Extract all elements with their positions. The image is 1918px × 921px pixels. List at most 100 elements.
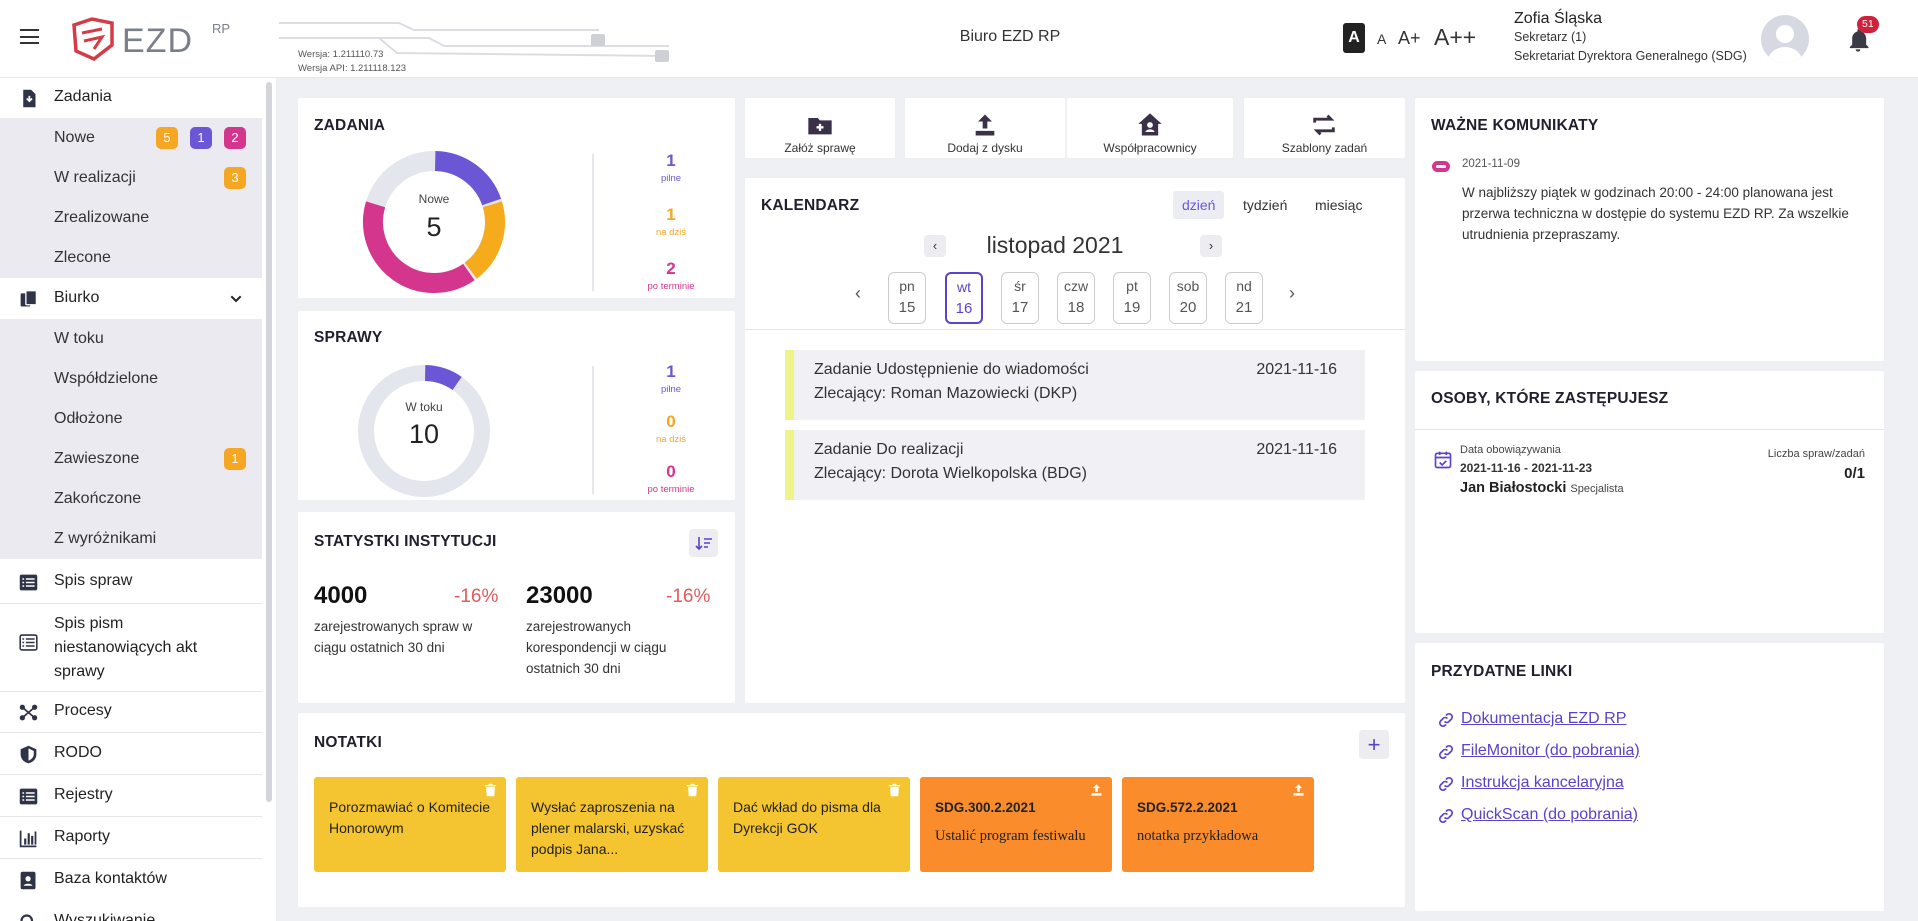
day-name: wt bbox=[957, 279, 971, 295]
prev-month-button[interactable]: ‹ bbox=[924, 235, 946, 257]
note-card[interactable]: Wysłać zaproszenia na plener malarski, u… bbox=[516, 777, 708, 872]
link-icon bbox=[1439, 809, 1453, 823]
add-note-button[interactable]: + bbox=[1359, 730, 1389, 759]
next-month-button[interactable]: › bbox=[1200, 235, 1222, 257]
stat-po-terminie-value[interactable]: 2 bbox=[666, 259, 676, 278]
prev-week-icon[interactable]: ‹ bbox=[855, 283, 861, 303]
case-count: 0/1 bbox=[1844, 465, 1865, 482]
note-card[interactable]: Dać wkład do pisma dla Dyrekcji GOK bbox=[718, 777, 910, 872]
divider bbox=[0, 858, 262, 859]
hamburger-icon[interactable] bbox=[20, 29, 39, 44]
tab-dzien[interactable]: dzień bbox=[1173, 191, 1225, 219]
sidebar-item-zakonczone[interactable]: Zakończone bbox=[0, 479, 262, 519]
divider bbox=[1415, 429, 1884, 430]
sidebar-item-zadania[interactable]: Zadania bbox=[0, 78, 262, 118]
szablony-zadan-button[interactable]: Szablony zadań bbox=[1244, 98, 1405, 158]
note-card[interactable]: SDG.300.2.2021 Ustalić program festiwalu bbox=[920, 777, 1112, 872]
font-size-large[interactable]: A+ bbox=[1398, 28, 1421, 48]
tab-miesiac[interactable]: miesiąc bbox=[1315, 197, 1363, 213]
sidebar-scrollbar[interactable] bbox=[266, 82, 272, 802]
chevron-left-icon: ‹ bbox=[932, 238, 938, 253]
sidebar-label: Z wyróżnikami bbox=[54, 530, 157, 547]
day-number: 17 bbox=[1011, 299, 1029, 316]
sidebar-item-rejestry[interactable]: Rejestry bbox=[0, 776, 262, 816]
wspolpracownicy-button[interactable]: Współpracownicy bbox=[1067, 98, 1233, 158]
sidebar-item-rodo[interactable]: RODO bbox=[0, 734, 262, 774]
sidebar-item-z-wyroznikami[interactable]: Z wyróżnikami bbox=[0, 519, 262, 559]
user-info[interactable]: Zofia Śląska Sekretarz (1) Sekretariat D… bbox=[1514, 9, 1747, 66]
day-nd[interactable]: nd 21 bbox=[1225, 272, 1263, 324]
tasks-download-icon bbox=[23, 89, 36, 108]
note-card[interactable]: SDG.572.2.2021 notatka przykładowa bbox=[1122, 777, 1314, 872]
stat-na-dzis-value[interactable]: 1 bbox=[666, 205, 676, 224]
sidebar-item-procesy[interactable]: Procesy bbox=[0, 692, 262, 732]
trash-icon[interactable] bbox=[887, 782, 902, 798]
link-icon bbox=[1439, 713, 1453, 727]
card-title: STATYSTKI INSTYTUCJI bbox=[314, 533, 497, 550]
dodaj-z-dysku-button[interactable]: Dodaj z dysku bbox=[905, 98, 1065, 158]
sidebar-item-wyszukiwanie[interactable]: Wyszukiwanie bbox=[0, 902, 262, 921]
sort-button[interactable] bbox=[689, 529, 718, 557]
sidebar-item-nowe[interactable]: Nowe 5 1 2 bbox=[0, 118, 262, 158]
upload-icon[interactable] bbox=[1291, 782, 1306, 798]
day-sob[interactable]: sob 20 bbox=[1169, 272, 1207, 324]
note-title: SDG.572.2.2021 bbox=[1137, 800, 1238, 815]
day-sr[interactable]: śr 17 bbox=[1001, 272, 1039, 324]
stat-pilne-value[interactable]: 1 bbox=[666, 151, 676, 170]
sidebar-item-w-toku[interactable]: W toku bbox=[0, 319, 262, 359]
sidebar-item-zlecone[interactable]: Zlecone bbox=[0, 238, 262, 278]
day-number: 18 bbox=[1067, 299, 1085, 316]
font-size-xlarge[interactable]: A++ bbox=[1434, 24, 1477, 50]
event-title: Zadanie Udostępnienie do wiadomości bbox=[814, 361, 1089, 378]
sidebar-item-zrealizowane[interactable]: Zrealizowane bbox=[0, 198, 262, 238]
day-pt[interactable]: pt 19 bbox=[1113, 272, 1151, 324]
next-week-icon[interactable]: › bbox=[1289, 283, 1295, 303]
register-list-icon bbox=[19, 788, 38, 805]
link-instrukcja[interactable]: Instrukcja kancelaryjna bbox=[1461, 774, 1624, 791]
link-quickscan[interactable]: QuickScan (do pobrania) bbox=[1461, 806, 1638, 823]
day-wt-selected[interactable]: wt 16 bbox=[945, 272, 983, 324]
note-text: notatka przykładowa bbox=[1137, 828, 1259, 844]
sidebar-item-w-realizacji[interactable]: W realizacji 3 bbox=[0, 158, 262, 198]
note-card[interactable]: Porozmawiać o Komitecie Honorowym bbox=[314, 777, 506, 872]
zaloz-sprawe-button[interactable]: Załóż sprawę bbox=[745, 98, 895, 158]
trash-icon[interactable] bbox=[685, 782, 700, 798]
sidebar-item-wspoldzielone[interactable]: Współdzielone bbox=[0, 359, 262, 399]
tab-tydzien[interactable]: tydzień bbox=[1243, 197, 1288, 213]
komunikaty-card: WAŻNE KOMUNIKATY 2021-11-09 W najbliższy… bbox=[1415, 98, 1884, 361]
ezd-logo[interactable]: EZD RP bbox=[72, 15, 242, 63]
substitute-name[interactable]: Jan Białostocki Specjalista bbox=[1460, 480, 1624, 496]
sidebar-item-baza-kontaktow[interactable]: Baza kontaktów bbox=[0, 860, 262, 900]
process-icon bbox=[19, 704, 38, 721]
sidebar-item-spis-spraw[interactable]: Spis spraw bbox=[0, 562, 262, 602]
avatar[interactable] bbox=[1761, 15, 1809, 63]
sidebar-item-biurko[interactable]: Biurko bbox=[0, 279, 262, 319]
label-data-obowiazywania: Data obowiązywania bbox=[1460, 444, 1561, 456]
sidebar-item-odlozone[interactable]: Odłożone bbox=[0, 399, 262, 439]
zadania-donut bbox=[363, 151, 505, 293]
stat-po-terminie-value[interactable]: 0 bbox=[666, 462, 676, 481]
donut-label: W toku bbox=[405, 400, 443, 414]
card-title: ZADANIA bbox=[314, 117, 386, 134]
link-filemonitor[interactable]: FileMonitor (do pobrania) bbox=[1461, 742, 1640, 759]
calendar-check-icon bbox=[1434, 451, 1452, 469]
link-dokumentacja[interactable]: Dokumentacja EZD RP bbox=[1461, 710, 1627, 727]
font-size-normal[interactable]: A bbox=[1377, 31, 1387, 47]
stat-na-dzis-value[interactable]: 0 bbox=[666, 412, 676, 431]
current-month: listopad 2021 bbox=[986, 232, 1124, 258]
badge-purple: 1 bbox=[190, 127, 212, 149]
font-size-default[interactable]: A bbox=[1343, 23, 1365, 53]
stat-pilne-value[interactable]: 1 bbox=[666, 362, 676, 381]
upload-icon[interactable] bbox=[1089, 782, 1104, 798]
trash-icon[interactable] bbox=[483, 782, 498, 798]
stat-value-korespondencji: 23000 bbox=[526, 582, 593, 609]
calendar-event[interactable]: Zadanie Do realizacji Zlecający: Dorota … bbox=[785, 430, 1365, 500]
calendar-event[interactable]: Zadanie Udostępnienie do wiadomości Zlec… bbox=[785, 350, 1365, 420]
sidebar-item-raporty[interactable]: Raporty bbox=[0, 818, 262, 858]
bell-icon[interactable] bbox=[1844, 25, 1872, 55]
day-pn[interactable]: pn 15 bbox=[888, 272, 926, 324]
day-czw[interactable]: czw 18 bbox=[1057, 272, 1095, 324]
sidebar-item-zawieszone[interactable]: Zawieszone 1 bbox=[0, 439, 262, 479]
sidebar-item-spis-pism[interactable]: Spis pism niestanowiących akt sprawy bbox=[0, 606, 262, 680]
event-sub: Zlecający: Roman Mazowiecki (DKP) bbox=[814, 385, 1078, 402]
